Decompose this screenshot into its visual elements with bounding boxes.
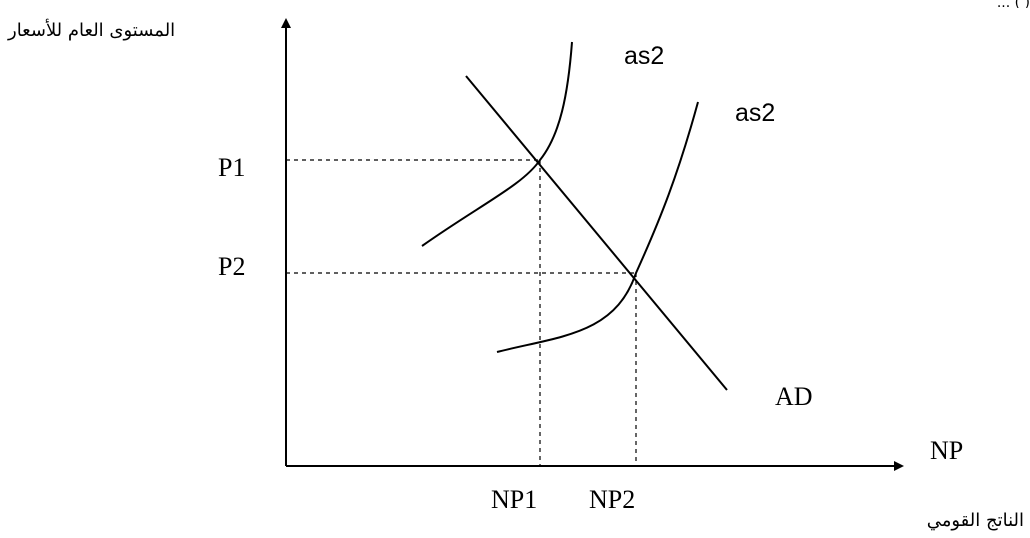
as-curve-second-label: as2 xyxy=(735,99,775,127)
p1-label: P1 xyxy=(218,153,245,182)
as-curve-second xyxy=(496,101,699,353)
x-axis-symbol: NP xyxy=(930,436,963,465)
ad-curve-label: AD xyxy=(775,382,813,411)
x-axis-label: الناتج القومي xyxy=(927,510,1024,531)
p2-label: P2 xyxy=(218,252,245,281)
cropped-header-text: ( ) ... xyxy=(996,0,1030,8)
as-curve-first xyxy=(421,41,573,247)
ad-curve xyxy=(465,75,728,391)
y-axis-label: المستوى العام للأسعار xyxy=(7,19,175,41)
np2-label: NP2 xyxy=(589,485,635,514)
np1-label: NP1 xyxy=(491,485,537,514)
as-curve-first-label: as2 xyxy=(624,42,664,70)
